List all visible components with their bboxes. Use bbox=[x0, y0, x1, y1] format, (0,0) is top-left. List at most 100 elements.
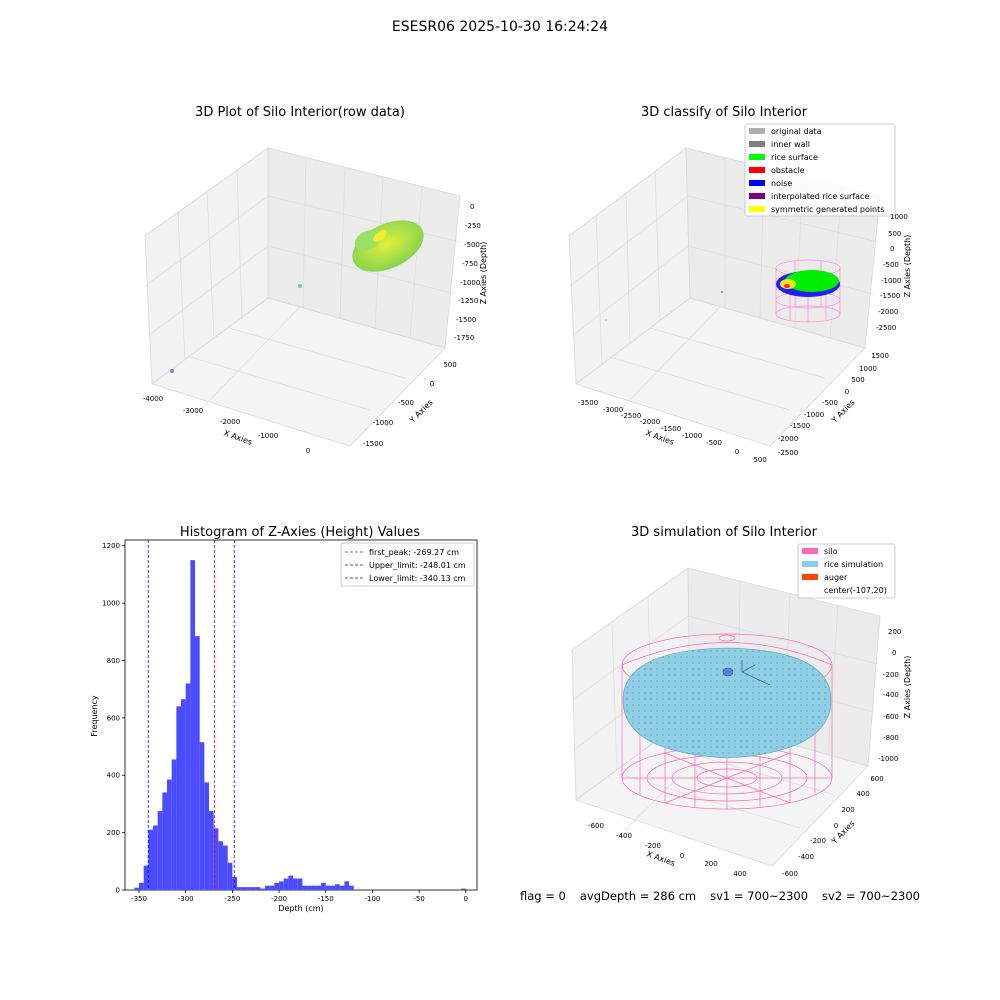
status-footer: flag = 0 avgDepth = 286 cm sv1 = 700~2300 s… bbox=[520, 889, 934, 903]
legend-swatch-symmetric bbox=[749, 206, 765, 212]
classify-xtick: -1500 bbox=[661, 425, 681, 433]
raw-point bbox=[298, 284, 302, 288]
legend-swatch-rice bbox=[749, 154, 765, 160]
hist-ytick-label: 400 bbox=[107, 772, 120, 780]
sim-xtick: 0 bbox=[680, 852, 684, 860]
hist-bar bbox=[321, 882, 326, 890]
legend-label: auger bbox=[824, 573, 848, 582]
hist-bar bbox=[274, 882, 280, 890]
legend-label: interpolated rice surface bbox=[771, 192, 869, 201]
hist-bar bbox=[167, 779, 172, 890]
raw-rice-cloud-part bbox=[354, 229, 382, 251]
flag-status: flag = 0 bbox=[520, 889, 566, 903]
hist-bar bbox=[344, 881, 350, 890]
hist-xtick-label: -350 bbox=[131, 895, 147, 903]
raw-ztick: -500 bbox=[464, 241, 480, 249]
classify-ytick: -2500 bbox=[778, 449, 798, 457]
classify-symmetric-points bbox=[780, 279, 796, 289]
sv1-range: sv1 = 700~2300 bbox=[710, 889, 809, 903]
classify-point bbox=[605, 319, 607, 321]
hist-legend-label: Upper_limit: -248.01 cm bbox=[369, 561, 466, 570]
hist-bar bbox=[269, 885, 275, 890]
hist-xtick-label: -300 bbox=[178, 895, 194, 903]
classify-ytick: 0 bbox=[845, 388, 849, 396]
hist-ytick-label: 800 bbox=[107, 657, 120, 665]
hist-bar bbox=[218, 841, 224, 890]
hist-legend-label: Lower_limit: -340.13 cm bbox=[369, 574, 466, 583]
classify-xtick: -3500 bbox=[578, 399, 598, 407]
classify-ztick: 500 bbox=[888, 230, 901, 238]
avg-depth: avgDepth = 286 cm bbox=[579, 889, 697, 903]
hist-ytick-label: 200 bbox=[107, 829, 120, 837]
classify-ytick: -2000 bbox=[778, 435, 798, 443]
classify-xtick: -500 bbox=[706, 439, 722, 447]
hist-xtick-label: -250 bbox=[224, 895, 240, 903]
panel-simulation-3d: 3D simulation of Silo Interior bbox=[571, 525, 912, 878]
sim-silo-wireframe-top bbox=[621, 634, 833, 666]
classify-rice-surface bbox=[785, 270, 839, 292]
hist-bar bbox=[325, 885, 331, 890]
classify-ztick: 0 bbox=[890, 245, 894, 253]
hist-bar bbox=[241, 887, 247, 890]
hist-bar bbox=[307, 885, 312, 890]
classify-ytick: 1500 bbox=[871, 352, 889, 360]
legend-swatch-rice bbox=[802, 561, 818, 567]
sim-legend: silo rice simulation auger center(-107,2… bbox=[797, 543, 896, 599]
classify-zlabel: Z Axies (Depth) bbox=[903, 235, 912, 298]
sim-ytick: 0 bbox=[834, 822, 838, 830]
sim-xtick: -600 bbox=[588, 822, 604, 830]
legend-swatch-original bbox=[749, 128, 765, 134]
hist-bar bbox=[171, 759, 177, 890]
raw-ztick: -1500 bbox=[456, 316, 476, 324]
hist-bar bbox=[153, 825, 158, 890]
sim-ztick: -600 bbox=[883, 713, 899, 721]
classify-ytick: -500 bbox=[822, 399, 838, 407]
classify-xtick: -2000 bbox=[640, 418, 660, 426]
hist-bar bbox=[143, 865, 149, 890]
classify-ytick: -1500 bbox=[790, 422, 810, 430]
hist-xlabel: Depth (cm) bbox=[278, 904, 323, 913]
hist-reference-lines bbox=[147, 540, 235, 890]
raw-floor-pane bbox=[151, 297, 446, 447]
legend-swatch-wall bbox=[749, 141, 765, 147]
sim-auger bbox=[741, 660, 771, 686]
raw-point bbox=[170, 369, 174, 373]
hist-bar bbox=[227, 862, 233, 890]
sim-zlabel: Z Axies (Depth) bbox=[903, 656, 912, 719]
legend-label: noise bbox=[771, 179, 792, 188]
hist-bar bbox=[190, 560, 196, 890]
raw-ytick: 500 bbox=[443, 361, 456, 369]
hist-bar bbox=[237, 887, 242, 890]
classify-obstacle bbox=[784, 284, 790, 288]
sim-xtick: -400 bbox=[616, 832, 632, 840]
hist-bar bbox=[335, 884, 340, 890]
sim-rice-simulation bbox=[622, 647, 832, 759]
sim-ytick: 400 bbox=[856, 790, 869, 798]
hist-xticks: -350 -300 -250 -200 -150 -100 -50 0 bbox=[131, 890, 468, 903]
classify-floor-pane bbox=[575, 297, 866, 447]
hist-bar bbox=[349, 885, 354, 890]
raw-ztick: -1000 bbox=[460, 279, 480, 287]
classify-ztick: -500 bbox=[883, 261, 899, 269]
hist-bar bbox=[251, 887, 256, 890]
legend-label: rice surface bbox=[771, 153, 818, 162]
hist-xtick-label: 0 bbox=[464, 895, 468, 903]
hist-bar bbox=[181, 699, 186, 890]
hist-bar bbox=[255, 887, 261, 890]
hist-bar bbox=[134, 887, 140, 890]
sim-xlabel: X Axies bbox=[645, 849, 676, 868]
hist-bar bbox=[260, 888, 266, 890]
legend-swatch-noise bbox=[749, 180, 765, 186]
sv2-range: sv2 = 700~2300 bbox=[822, 889, 920, 903]
figure-suptitle: ESESR06 2025-10-30 16:24:24 bbox=[392, 19, 608, 35]
raw-ztick: -1250 bbox=[458, 297, 478, 305]
classify-xtick: -1000 bbox=[682, 432, 702, 440]
hist-bar bbox=[204, 782, 210, 890]
hist-bar bbox=[339, 885, 345, 890]
classify-xtick: 500 bbox=[753, 456, 766, 464]
hist-bar bbox=[223, 845, 228, 890]
legend-swatch-silo bbox=[802, 548, 818, 554]
legend-label: obstacle bbox=[771, 166, 805, 175]
raw-ztick: -1750 bbox=[454, 334, 474, 342]
